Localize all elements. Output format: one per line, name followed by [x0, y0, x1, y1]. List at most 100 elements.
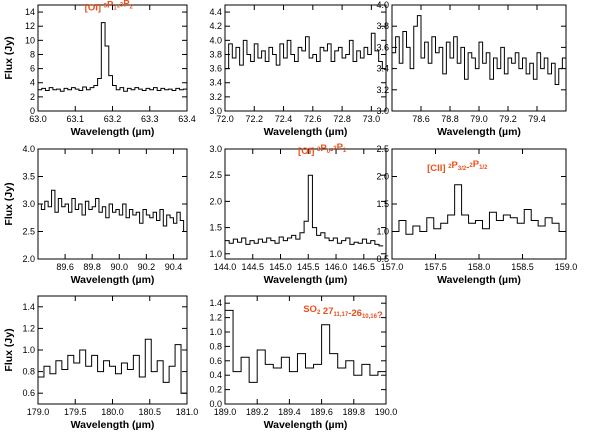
y-axis-label: Flux (Jy) [3, 182, 15, 225]
y-tick-label: 3.6 [209, 64, 222, 74]
y-tick-label: 0.6 [209, 356, 222, 366]
y-tick-label: 3.4 [209, 78, 222, 88]
y-tick-label: 1.4 [209, 298, 222, 308]
y-tick-label: 2.5 [209, 170, 222, 180]
spectrum-line [225, 174, 384, 247]
spectrum-panel-6: 157.0 157.5 158.0 158.5 159.0 0.5 1.0 1.5 2.0 2.5… [376, 144, 577, 286]
y-tick-label: 1.0 [209, 327, 222, 337]
y-tick-label: 1.4 [22, 302, 35, 312]
y-axis-label: Flux (Jy) [3, 36, 15, 79]
y-tick-label: 0.6 [22, 388, 35, 398]
x-tick-label: 90.2 [138, 262, 156, 272]
x-axis-label: Wavelength (µm) [264, 274, 348, 286]
x-tick-label: 73.0 [363, 114, 381, 124]
y-tick-label: 2.0 [209, 196, 222, 206]
y-tick-label: 0.8 [209, 341, 222, 351]
y-tick-label: 0.0 [209, 399, 222, 409]
y-axis-label: Flux (Jy) [3, 328, 15, 371]
spectrum-line [38, 22, 188, 92]
spectrum-line [392, 184, 566, 235]
y-tick-label: 1.2 [209, 313, 222, 323]
y-tick-label: 1.5 [209, 223, 222, 233]
y-tick-label: 2.0 [22, 254, 35, 264]
x-tick-label: 72.8 [333, 114, 351, 124]
x-tick-label: 179.5 [64, 407, 87, 417]
y-tick-label: 2 [30, 92, 35, 102]
x-tick-label: 189.4 [278, 407, 301, 417]
y-tick-label: 3.0 [209, 144, 222, 154]
spectrum-panel-8: 189.0 189.2 189.4 189.6 189.8 190.0 0.0 0.2 0.4 0… [209, 295, 398, 431]
line-annotation: [OI] 3P1-3P2 [85, 0, 134, 14]
x-tick-label: 159.0 [555, 262, 578, 272]
x-tick-label: 89.6 [56, 262, 74, 272]
y-tick-label: 3.6 [376, 42, 389, 52]
y-tick-label: 2.0 [376, 172, 389, 182]
plot-frame [224, 148, 387, 260]
x-tick-label: 78.8 [441, 114, 459, 124]
y-tick-label: 1.5 [376, 199, 389, 209]
y-tick-label: 4.0 [209, 35, 222, 45]
x-tick-label: 144.5 [241, 262, 264, 272]
y-tick-label: 0.8 [22, 367, 35, 377]
y-tick-label: 0 [30, 106, 35, 116]
spectrum-panel-1: 63.0 63.1 63.2 63.3 63.4 0 2 4 6 8 10 12 14 Wavelengt… [3, 0, 196, 138]
spectrum-panel-3: 78.6 78.8 79.0 79.2 79.4 3.0 3.2 3.4 3.6 3.8 4.0 Wa… [376, 0, 567, 138]
y-tick-label: 2.5 [22, 227, 35, 237]
y-tick-label: 2.5 [376, 144, 389, 154]
y-tick-label: 0.5 [376, 254, 389, 264]
y-tick-label: 3.8 [376, 21, 389, 31]
x-tick-label: 72.0 [216, 114, 234, 124]
y-tick-label: 4.0 [22, 144, 35, 154]
x-tick-label: 189.2 [246, 407, 269, 417]
x-tick-label: 189.0 [214, 407, 237, 417]
plot-frame [224, 295, 387, 405]
spectrum-panel-4: 89.6 89.8 90.0 90.2 90.4 2.0 2.5 3.0 3.5 4.0 Wavel… [3, 144, 188, 286]
y-tick-label: 6 [30, 64, 35, 74]
y-tick-label: 3.2 [209, 92, 222, 102]
y-tick-label: 12 [25, 21, 35, 31]
x-tick-label: 145.0 [269, 262, 292, 272]
x-tick-label: 72.6 [304, 114, 322, 124]
y-tick-label: 3.4 [376, 64, 389, 74]
y-tick-label: 3.8 [209, 49, 222, 59]
x-axis-label: Wavelength (µm) [71, 126, 155, 138]
x-tick-label: 180.5 [138, 407, 161, 417]
spectrum-panel-5: 144.0 144.5 145.0 145.5 146.0 146.5 1.0 1.5 2.0 2… [209, 142, 387, 286]
y-tick-label: 14 [25, 7, 35, 17]
x-tick-label: 89.8 [83, 262, 101, 272]
x-tick-label: 180.0 [101, 407, 124, 417]
x-axis-label: Wavelength (µm) [437, 274, 521, 286]
x-tick-label: 146.0 [325, 262, 348, 272]
x-tick-label: 158.5 [511, 262, 534, 272]
x-tick-label: 158.0 [468, 262, 491, 272]
x-tick-label: 189.6 [310, 407, 333, 417]
x-tick-label: 72.2 [246, 114, 264, 124]
line-annotation: [CII] 2P3/2-2P1/2 [427, 159, 488, 174]
x-tick-label: 157.5 [424, 262, 447, 272]
spectrum-line [38, 338, 187, 394]
y-tick-label: 4.4 [209, 7, 222, 17]
y-tick-label: 8 [30, 49, 35, 59]
x-tick-label: 63.2 [104, 114, 122, 124]
x-tick-label: 63.1 [66, 114, 84, 124]
x-tick-label: 90.0 [111, 262, 129, 272]
x-axis-label: Wavelength (µm) [264, 126, 348, 138]
x-tick-label: 79.4 [528, 114, 546, 124]
spectrum-line [225, 309, 386, 383]
x-tick-label: 190.0 [375, 407, 398, 417]
x-tick-label: 63.0 [29, 114, 47, 124]
y-tick-label: 0.2 [209, 385, 222, 395]
x-tick-label: 145.5 [297, 262, 320, 272]
y-tick-label: 3.0 [209, 106, 222, 116]
x-tick-label: 146.5 [353, 262, 376, 272]
y-tick-label: 4.0 [376, 0, 389, 10]
line-annotation: [OI] 3P0-3P1 [298, 142, 347, 157]
y-tick-label: 3.2 [376, 85, 389, 95]
spectrum-line [392, 15, 566, 85]
y-tick-label: 4.2 [209, 21, 222, 31]
spectrum-line [225, 32, 386, 70]
x-tick-label: 72.4 [275, 114, 293, 124]
plot-frame [37, 4, 188, 112]
x-tick-label: 63.3 [141, 114, 159, 124]
x-axis-label: Wavelength (µm) [264, 419, 348, 431]
